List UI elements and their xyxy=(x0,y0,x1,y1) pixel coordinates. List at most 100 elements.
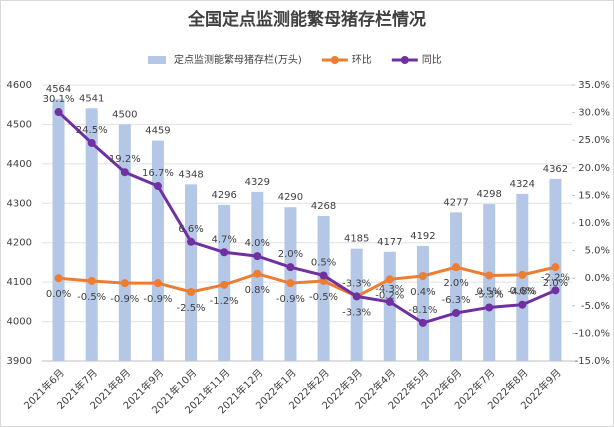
bar xyxy=(317,215,330,361)
marker xyxy=(87,138,96,147)
bar-value-label: 4177 xyxy=(377,237,402,248)
y2-tick-label: 15.0% xyxy=(578,190,610,201)
marker xyxy=(452,308,461,317)
marker xyxy=(319,276,328,285)
chart-title: 全国定点监测能繁母猪存栏情况 xyxy=(187,9,426,30)
y2-tick-label: 0.0% xyxy=(585,273,610,284)
marker xyxy=(385,297,394,306)
bar-value-label: 4185 xyxy=(344,234,369,245)
y-tick-label: 4200 xyxy=(7,238,32,249)
line xyxy=(57,110,557,325)
bar xyxy=(450,212,463,361)
bar-value-label: 4564 xyxy=(46,84,71,95)
y-tick-label: 3900 xyxy=(7,356,32,367)
legend-swatch xyxy=(148,56,166,64)
y2-tick-label: -15.0% xyxy=(575,356,610,367)
y-tick-label: 4100 xyxy=(7,277,32,288)
line-value-label: 24.5% xyxy=(76,125,108,136)
line-value-label: -3.3% xyxy=(342,278,371,289)
marker xyxy=(452,263,461,272)
y2-tick-label: 5.0% xyxy=(585,246,610,257)
bar-value-label: 4459 xyxy=(145,126,170,137)
bar-value-label: 4277 xyxy=(443,197,468,208)
marker xyxy=(253,269,262,278)
y2-tick-label: 10.0% xyxy=(578,218,610,229)
line-value-label: 4.7% xyxy=(211,234,236,245)
y2-tick-label: 25.0% xyxy=(578,135,610,146)
bar-value-label: 4268 xyxy=(311,201,336,212)
bar xyxy=(483,204,496,361)
marker xyxy=(286,279,295,288)
marker xyxy=(87,276,96,285)
bar xyxy=(118,124,131,361)
marker xyxy=(187,288,196,296)
bar xyxy=(383,251,396,361)
line-value-label: 2.0% xyxy=(443,278,468,289)
line-value-label: -4.8% xyxy=(508,287,537,298)
bar-value-label: 4298 xyxy=(476,189,501,200)
line-value-label: -8.1% xyxy=(408,305,437,316)
marker xyxy=(518,270,527,279)
y-tick-label: 4500 xyxy=(7,119,32,130)
line-value-label: -2.2% xyxy=(541,272,570,283)
marker xyxy=(485,271,494,280)
y2-tick-label: -10.0% xyxy=(575,328,610,339)
marker xyxy=(385,275,394,284)
legend-label: 环比 xyxy=(352,54,372,66)
bar-value-label: 4192 xyxy=(410,231,435,242)
bar-value-label: 4329 xyxy=(245,177,270,188)
line-value-label: 16.7% xyxy=(142,168,174,179)
legend-marker xyxy=(400,56,409,64)
line-value-label: 2.0% xyxy=(278,249,303,260)
line-value-label: 19.2% xyxy=(109,154,141,165)
marker xyxy=(551,263,560,272)
marker xyxy=(54,274,63,283)
line-value-label: -2.5% xyxy=(177,303,206,314)
marker xyxy=(518,300,527,309)
bar-value-label: 4362 xyxy=(543,164,568,175)
marker xyxy=(187,237,196,246)
marker xyxy=(220,280,229,289)
line-value-label: 0.8% xyxy=(245,285,270,296)
y-tick-label: 4600 xyxy=(7,80,32,91)
line-value-label: 0.4% xyxy=(410,287,435,298)
y-tick-label: 4000 xyxy=(7,317,32,328)
legend-label: 定点监测能繁母猪存栏(万头) xyxy=(174,53,302,66)
bar xyxy=(151,140,164,361)
bar xyxy=(52,99,65,362)
line-value-label: -3.3% xyxy=(342,307,371,318)
bar-value-label: 4324 xyxy=(510,179,535,190)
marker xyxy=(418,318,427,327)
line-value-label: -5.3% xyxy=(475,289,504,300)
marker xyxy=(153,279,162,288)
line-value-label: 30.1% xyxy=(43,94,75,105)
bar xyxy=(350,248,363,361)
marker xyxy=(120,168,129,177)
line-value-label: -0.9% xyxy=(143,294,172,305)
line-value-label: 0.0% xyxy=(46,289,71,300)
marker xyxy=(551,286,560,295)
bar-value-label: 4290 xyxy=(278,192,303,203)
line-value-label: 0.6% xyxy=(510,286,535,297)
bar xyxy=(416,245,429,361)
marker xyxy=(220,248,229,257)
marker xyxy=(253,252,262,261)
bar-value-label: 4348 xyxy=(178,169,203,180)
line-value-label: 2.0% xyxy=(543,278,568,289)
line-value-label: -6.3% xyxy=(442,295,471,306)
bar-value-label: 4296 xyxy=(211,190,236,201)
line-value-label: -4.3% xyxy=(375,284,404,295)
line-value-label: 6.6% xyxy=(178,224,203,235)
bar-value-label: 4541 xyxy=(79,93,104,104)
line-value-label: -0.9% xyxy=(276,294,305,305)
y2-tick-label: 30.0% xyxy=(578,108,610,119)
line-value-label: 0.5% xyxy=(476,286,501,297)
line-value-label: -0.2% xyxy=(375,290,404,301)
line-value-label: 4.0% xyxy=(245,238,270,249)
marker xyxy=(319,271,328,280)
y2-tick-label: 20.0% xyxy=(578,163,610,174)
y2-tick-label: 35.0% xyxy=(578,80,610,91)
line-value-label: 0.5% xyxy=(311,257,336,268)
line-value-label: -1.2% xyxy=(210,296,239,307)
